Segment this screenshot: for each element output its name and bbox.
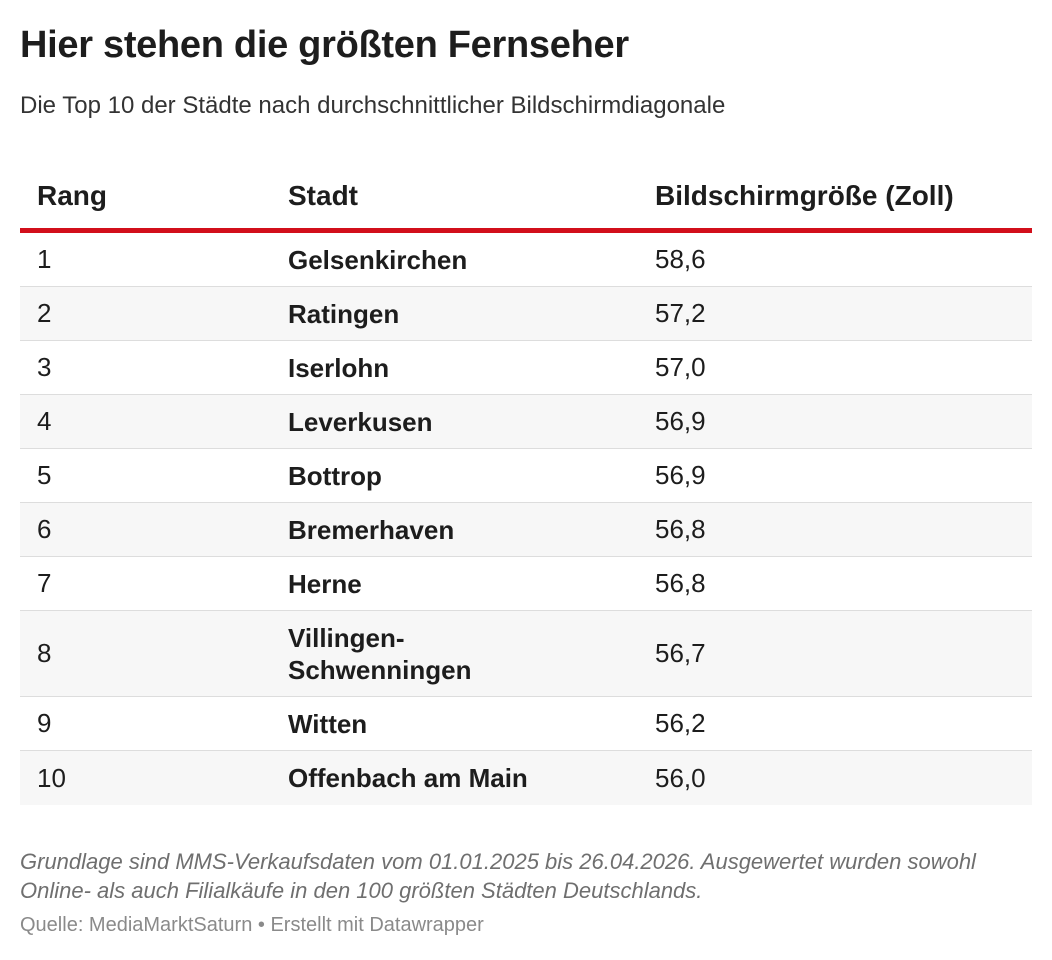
footnote-line: Grundlage sind MMS-Verkaufsdaten vom 01.… <box>20 849 976 874</box>
rank-cell: 8 <box>37 638 52 668</box>
chart-title: Hier stehen die größten Fernseher <box>20 24 629 66</box>
city-cell: Bottrop <box>288 460 655 492</box>
city-cell: Witten <box>288 708 655 740</box>
city-name: Bottrop <box>288 460 382 491</box>
city-cell: Leverkusen <box>288 406 655 438</box>
rank-cell: 3 <box>37 352 52 382</box>
city-name: Iserlohn <box>288 352 390 383</box>
column-header-city[interactable]: Stadt <box>288 180 358 211</box>
city-cell: Iserlohn <box>288 352 655 384</box>
city-cell: Bremerhaven <box>288 514 655 546</box>
table-row: 9 Witten 56,2 <box>20 697 1032 751</box>
size-cell: 56,7 <box>655 638 706 668</box>
footnote-line: Online- als auch Filialkäufe in den 100 … <box>20 878 703 903</box>
city-name: Offenbach am Main <box>288 763 528 793</box>
city-cell: Gelsenkirchen <box>288 244 655 276</box>
table-row: 5 Bottrop 56,9 <box>20 449 1032 503</box>
column-header-rank[interactable]: Rang <box>37 180 107 211</box>
city-cell: Herne <box>288 568 655 600</box>
size-cell: 57,2 <box>655 298 706 328</box>
size-cell: 56,2 <box>655 708 706 738</box>
city-cell: Villingen- Schwenningen <box>288 622 655 686</box>
city-name: Herne <box>288 568 362 599</box>
column-header-size[interactable]: Bildschirmgröße (Zoll) <box>655 180 954 211</box>
table-row: 10 Offenbach am Main 56,0 <box>20 751 1032 805</box>
size-cell: 57,0 <box>655 352 706 382</box>
size-cell: 56,8 <box>655 514 706 544</box>
table-body: 1 Gelsenkirchen 58,6 2 Ratingen 57,2 3 Iserlohn… <box>20 233 1032 805</box>
rank-cell: 9 <box>37 708 52 738</box>
rank-cell: 6 <box>37 514 52 544</box>
size-cell: 56,0 <box>655 762 706 793</box>
rank-cell: 7 <box>37 568 52 598</box>
city-cell: Ratingen <box>288 298 655 330</box>
table-row: 2 Ratingen 57,2 <box>20 287 1032 341</box>
size-cell: 58,6 <box>655 244 706 274</box>
city-name: Leverkusen <box>288 406 433 437</box>
city-name: Schwenningen <box>288 654 472 685</box>
rank-cell: 10 <box>37 762 66 793</box>
table-row: 8 Villingen- Schwenningen 56,7 <box>20 611 1032 697</box>
table-header: Rang Stadt Bildschirmgröße (Zoll) <box>20 164 1032 233</box>
table-row: 6 Bremerhaven 56,8 <box>20 503 1032 557</box>
city-name: Witten <box>288 708 368 739</box>
city-name: Ratingen <box>288 298 400 329</box>
rank-cell: 5 <box>37 460 52 490</box>
table-row: 3 Iserlohn 57,0 <box>20 341 1032 395</box>
city-name: Bremerhaven <box>288 514 455 545</box>
size-cell: 56,9 <box>655 406 706 436</box>
chart-subtitle: Die Top 10 der Städte nach durchschnittl… <box>20 92 726 119</box>
rank-cell: 1 <box>37 244 52 274</box>
rank-cell: 2 <box>37 298 52 328</box>
size-cell: 56,8 <box>655 568 706 598</box>
city-cell: Offenbach am Main <box>288 762 655 794</box>
table-row: 7 Herne 56,8 <box>20 557 1032 611</box>
city-name: Villingen- <box>288 622 405 653</box>
table-row: 1 Gelsenkirchen 58,6 <box>20 233 1032 287</box>
rank-cell: 4 <box>37 406 52 436</box>
size-cell: 56,9 <box>655 460 706 490</box>
city-name: Gelsenkirchen <box>288 244 468 275</box>
source-credit: Quelle: MediaMarktSaturn • Erstellt mit … <box>20 914 484 936</box>
footnote: Grundlage sind MMS-Verkaufsdaten vom 01.… <box>20 847 1040 905</box>
data-table: Rang Stadt Bildschirmgröße (Zoll) 1 Gelse… <box>20 164 1032 805</box>
table-row: 4 Leverkusen 56,9 <box>20 395 1032 449</box>
